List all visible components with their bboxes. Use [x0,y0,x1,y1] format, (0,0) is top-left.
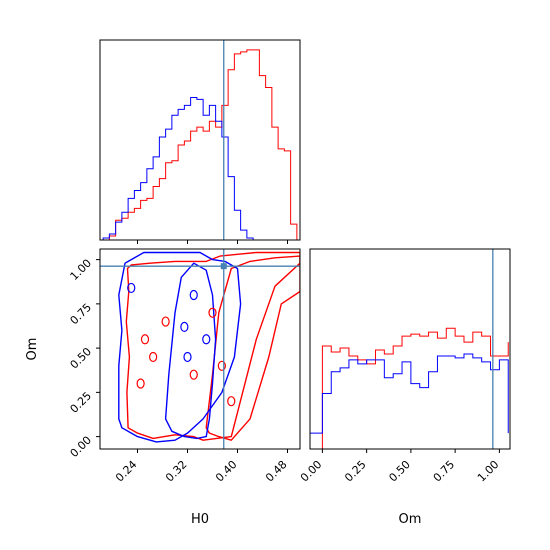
contour-island-11 [189,289,198,301]
om-y-tick-label: 1.00 [68,257,95,284]
h0-hist-red [103,49,298,240]
om-x-tick-label: 0.50 [386,458,413,485]
om-axis-label: Om [25,338,40,361]
contour-series [100,249,300,449]
om-y-tick-label: 0.75 [68,301,95,328]
h0-histogram-series [102,40,298,240]
om-y-tick-label: 0.25 [68,389,95,416]
om-y-tick-label: 0.50 [68,345,95,372]
contour-red-0 [125,251,300,441]
contour-island-8 [127,282,136,294]
contour-island-7 [189,369,198,380]
h0-x-tick-label: 0.32 [163,458,190,485]
contour-island-0 [140,334,150,345]
h0-x-tick-label: 0.24 [113,458,140,485]
om-x-tick-label: 0.75 [431,458,458,485]
h0-axis-label: H0 [191,512,209,527]
h0-hist-frame [99,39,301,241]
om-x-axis-label: Om [399,512,422,527]
om-x-tick-label: 1.00 [475,458,502,485]
contour-island-2 [149,351,158,363]
contour-island-10 [183,351,192,363]
contour-red-1 [205,255,300,441]
h0-x-tick-label: 0.48 [263,458,290,485]
om-y-tick-label: 0.00 [68,434,95,461]
om-hist-frame [309,248,511,450]
h0-hist-blue [102,96,297,240]
contour-island-5 [217,360,226,371]
contour-blue-2 [118,251,242,443]
contour-island-3 [161,316,170,327]
om-hist-red [310,327,509,449]
contour-island-1 [136,378,145,389]
truth-marker [220,263,227,270]
contour-island-12 [202,334,211,345]
om-x-tick-label: 0.25 [342,458,369,485]
contour-island-6 [227,396,236,407]
h0-x-tick-label: 0.40 [213,458,240,485]
om-x-tick-label: 0.00 [298,458,325,485]
om-histogram-series [310,249,509,449]
om-hist-blue [310,353,509,434]
contour-blue-3 [164,262,217,440]
contour-frame [99,248,301,450]
contour-island-9 [180,321,189,332]
contour-island-4 [208,307,217,318]
